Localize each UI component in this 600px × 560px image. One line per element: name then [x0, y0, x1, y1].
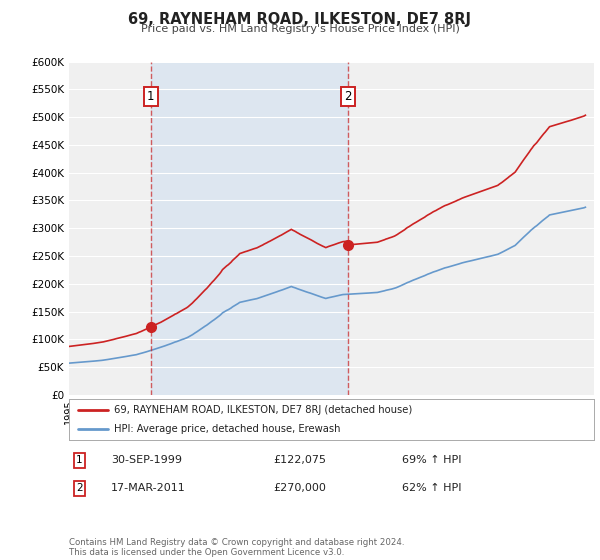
Text: HPI: Average price, detached house, Erewash: HPI: Average price, detached house, Erew…: [113, 424, 340, 433]
Text: 30-SEP-1999: 30-SEP-1999: [111, 455, 182, 465]
Text: 62% ↑ HPI: 62% ↑ HPI: [402, 483, 461, 493]
Text: 1: 1: [76, 455, 83, 465]
Text: 2: 2: [76, 483, 83, 493]
Text: 17-MAR-2011: 17-MAR-2011: [111, 483, 186, 493]
Text: Price paid vs. HM Land Registry's House Price Index (HPI): Price paid vs. HM Land Registry's House …: [140, 24, 460, 34]
Text: 1: 1: [147, 90, 155, 103]
Text: 69% ↑ HPI: 69% ↑ HPI: [402, 455, 461, 465]
Text: £122,075: £122,075: [273, 455, 326, 465]
Text: 69, RAYNEHAM ROAD, ILKESTON, DE7 8RJ (detached house): 69, RAYNEHAM ROAD, ILKESTON, DE7 8RJ (de…: [113, 405, 412, 415]
Text: Contains HM Land Registry data © Crown copyright and database right 2024.
This d: Contains HM Land Registry data © Crown c…: [69, 538, 404, 557]
Text: 69, RAYNEHAM ROAD, ILKESTON, DE7 8RJ: 69, RAYNEHAM ROAD, ILKESTON, DE7 8RJ: [128, 12, 472, 27]
Text: £270,000: £270,000: [273, 483, 326, 493]
Text: 2: 2: [344, 90, 352, 103]
Bar: [151, 62, 348, 395]
